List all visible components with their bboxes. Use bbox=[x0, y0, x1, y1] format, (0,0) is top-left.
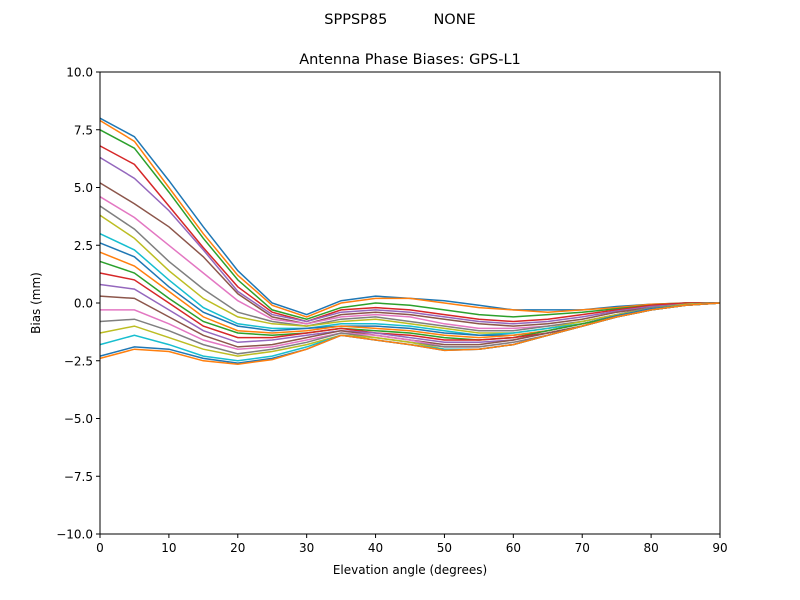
series-line bbox=[99, 156, 721, 325]
series-line bbox=[99, 302, 721, 365]
x-tick-label: 20 bbox=[230, 541, 245, 555]
y-tick-label: 7.5 bbox=[74, 123, 93, 137]
x-axis-label: Elevation angle (degrees) bbox=[333, 563, 487, 577]
y-tick-label: 0.0 bbox=[74, 297, 93, 311]
y-tick-label: −5.0 bbox=[64, 412, 93, 426]
y-tick-label: 10.0 bbox=[66, 66, 93, 80]
x-tick-label: 60 bbox=[506, 541, 521, 555]
y-tick-label: 5.0 bbox=[74, 181, 93, 195]
y-tick-label: 2.5 bbox=[74, 239, 93, 253]
x-axis: 0 10 20 30 40 50 60 70 80 90 bbox=[96, 534, 728, 555]
y-axis: −10.0 −7.5 −5.0 −2.5 0.0 2.5 5.0 7.5 10.0 bbox=[56, 66, 100, 542]
y-tick-label: −7.5 bbox=[64, 470, 93, 484]
x-tick-label: 30 bbox=[299, 541, 314, 555]
x-tick-label: 0 bbox=[96, 541, 104, 555]
x-tick-label: 70 bbox=[575, 541, 590, 555]
y-tick-label: −10.0 bbox=[56, 528, 93, 542]
series-line bbox=[99, 242, 721, 337]
y-tick-label: −2.5 bbox=[64, 354, 93, 368]
series-line bbox=[99, 117, 720, 316]
x-tick-label: 90 bbox=[712, 541, 727, 555]
axes-frame bbox=[99, 71, 721, 535]
x-tick-label: 50 bbox=[437, 541, 452, 555]
series-line bbox=[99, 119, 720, 318]
x-tick-label: 40 bbox=[368, 541, 383, 555]
chart-title: Antenna Phase Biases: GPS-L1 bbox=[299, 52, 521, 68]
x-tick-label: 80 bbox=[643, 541, 658, 555]
series-line bbox=[99, 182, 721, 327]
series-line bbox=[99, 129, 720, 320]
series-lines bbox=[99, 117, 721, 365]
x-tick-label: 10 bbox=[161, 541, 176, 555]
series-line bbox=[99, 145, 720, 323]
series-line bbox=[99, 214, 721, 334]
suptitle: SPPSP85 NONE bbox=[324, 12, 475, 28]
y-axis-label: Bias (mm) bbox=[29, 272, 43, 334]
